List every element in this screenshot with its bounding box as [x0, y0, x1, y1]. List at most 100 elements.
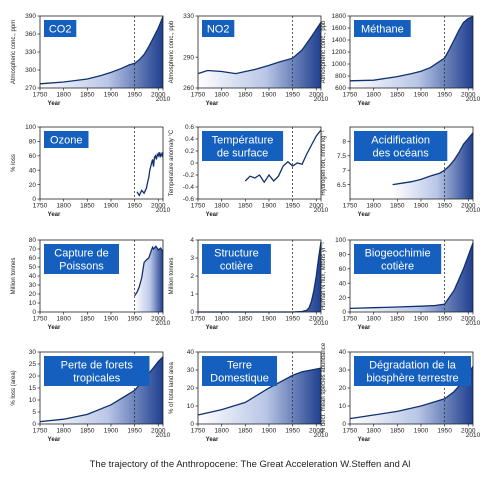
- x-tick-label: 2010: [156, 207, 171, 214]
- x-tick-label: 2010: [156, 432, 171, 439]
- series-line: [197, 21, 322, 75]
- x-tick-label: 2000: [461, 203, 476, 210]
- y-tick-label: 10: [29, 397, 37, 404]
- x-tick-label: 1900: [104, 203, 119, 210]
- series-line: [39, 356, 164, 423]
- chart-title: Perte de forets: [61, 360, 134, 372]
- y-tick-label: 60: [29, 153, 37, 160]
- y-tick-label: 5: [32, 409, 36, 416]
- y-tick-label: 80: [29, 139, 37, 146]
- x-tick-label: 2000: [151, 203, 166, 210]
- y-axis-label: Human N flux, Mtons yr⁻¹: [321, 242, 327, 310]
- x-axis-label: Year: [358, 325, 371, 331]
- x-tick-label: 1850: [238, 428, 253, 435]
- x-tick-label: 1750: [191, 316, 206, 323]
- chart-title: Terre: [227, 360, 252, 372]
- x-tick-label: 1750: [343, 428, 358, 435]
- x-tick-label: 1750: [33, 92, 48, 99]
- chart-title: cotière: [220, 261, 253, 273]
- x-tick-label: 1750: [33, 428, 48, 435]
- x-tick-label: 1950: [285, 92, 300, 99]
- x-tick-label: 1950: [285, 428, 300, 435]
- y-tick-label: 0.6: [185, 124, 194, 131]
- y-tick-label: 330: [25, 49, 36, 56]
- y-tick-label: 0: [32, 196, 36, 203]
- x-axis-label: Year: [206, 325, 219, 331]
- chart-title: NO2: [207, 24, 230, 36]
- series-line: [349, 242, 474, 310]
- series-line: [39, 16, 164, 85]
- y-tick-label: 70: [29, 246, 37, 253]
- y-tick-label: 20: [339, 385, 347, 392]
- series-area: [40, 356, 163, 424]
- series-area: [350, 16, 473, 89]
- y-tick-label: 15: [29, 385, 37, 392]
- y-tick-label: 40: [339, 349, 347, 356]
- y-tick-label: 40: [29, 167, 37, 174]
- x-tick-label: 2000: [151, 428, 166, 435]
- x-tick-label: 1750: [343, 203, 358, 210]
- y-tick-label: 1600: [332, 25, 347, 32]
- y-tick-label: 1200: [332, 49, 347, 56]
- y-tick-label: 7: [342, 167, 346, 174]
- y-tick-label: 0: [190, 160, 194, 167]
- chart-title: Capture de: [54, 248, 108, 260]
- series-area: [350, 366, 473, 424]
- x-tick-label: 1800: [214, 428, 229, 435]
- y-tick-label: 2: [190, 273, 194, 280]
- figure-caption: The trajectory of the Anthropocene: The …: [89, 459, 411, 470]
- y-tick-label: 60: [339, 266, 347, 273]
- series-area: [40, 16, 163, 89]
- y-axis-label: Atmospheric conc., ppm: [11, 20, 17, 84]
- x-tick-label: 2000: [151, 316, 166, 323]
- y-tick-label: 360: [25, 31, 36, 38]
- y-tick-label: 50: [29, 264, 37, 271]
- x-tick-label: 2010: [466, 96, 481, 103]
- y-tick-label: 100: [25, 124, 36, 131]
- x-tick-label: 1900: [262, 203, 277, 210]
- chart-title: Ozone: [50, 135, 82, 147]
- chart-title: de surface: [217, 148, 268, 160]
- x-tick-label: 2000: [309, 316, 324, 323]
- y-tick-label: 10: [187, 403, 195, 410]
- title-box: [354, 244, 442, 274]
- y-tick-label: 1800: [332, 13, 347, 20]
- title-box: [44, 20, 77, 37]
- x-tick-label: 1750: [33, 316, 48, 323]
- x-tick-label: 1850: [390, 203, 405, 210]
- y-tick-label: 0: [342, 421, 346, 428]
- y-tick-label: -0.2: [183, 172, 195, 179]
- x-tick-label: 1800: [214, 316, 229, 323]
- chart-title: CO2: [49, 24, 72, 36]
- title-box: [354, 131, 448, 161]
- y-tick-label: 0: [190, 421, 194, 428]
- x-tick-label: 1750: [343, 316, 358, 323]
- x-tick-label: 2000: [151, 92, 166, 99]
- title-box: [202, 131, 284, 161]
- y-tick-label: 20: [187, 385, 195, 392]
- y-tick-label: 7.5: [337, 153, 346, 160]
- x-tick-label: 1900: [414, 92, 429, 99]
- y-tick-label: 1000: [332, 61, 347, 68]
- y-tick-label: 8: [342, 139, 346, 146]
- y-tick-label: 30: [29, 349, 37, 356]
- x-tick-label: 1950: [437, 203, 452, 210]
- x-tick-label: 1900: [104, 428, 119, 435]
- series-line: [244, 129, 322, 184]
- y-tick-label: -0.4: [183, 184, 195, 191]
- chart-title: Acidification: [371, 135, 430, 147]
- x-tick-label: 2000: [309, 92, 324, 99]
- x-axis-label: Year: [358, 101, 371, 107]
- x-tick-label: 2000: [461, 92, 476, 99]
- y-tick-label: 25: [29, 361, 37, 368]
